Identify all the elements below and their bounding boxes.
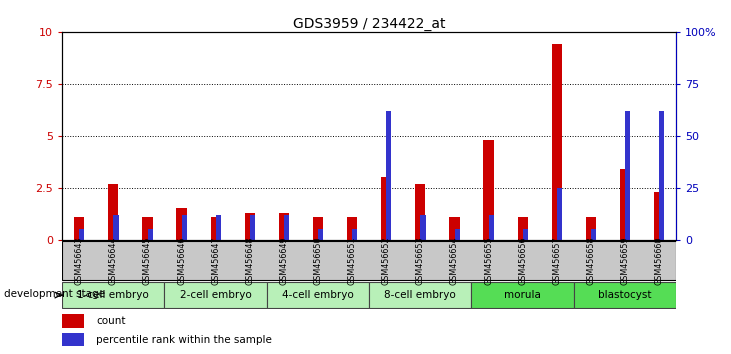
Text: GSM456649: GSM456649 xyxy=(279,236,288,285)
Bar xyxy=(318,229,323,240)
Bar xyxy=(176,209,186,240)
Bar xyxy=(62,314,83,327)
Bar xyxy=(182,215,187,240)
Bar xyxy=(415,183,425,240)
Bar xyxy=(654,192,664,240)
Bar xyxy=(267,282,369,308)
Bar xyxy=(113,215,118,240)
Bar xyxy=(62,333,83,346)
Bar xyxy=(347,217,357,240)
Bar xyxy=(216,215,221,240)
Bar xyxy=(313,217,323,240)
Bar xyxy=(387,111,392,240)
Bar xyxy=(420,215,425,240)
Bar xyxy=(518,217,528,240)
Bar xyxy=(552,44,562,240)
Bar xyxy=(211,217,221,240)
Bar xyxy=(523,229,528,240)
Text: GSM456658: GSM456658 xyxy=(586,236,595,285)
Text: percentile rank within the sample: percentile rank within the sample xyxy=(96,335,272,345)
Bar xyxy=(245,213,255,240)
Bar xyxy=(284,215,289,240)
Bar xyxy=(659,111,664,240)
Text: GSM456657: GSM456657 xyxy=(553,236,561,285)
Bar xyxy=(62,241,676,280)
Bar xyxy=(74,217,84,240)
Title: GDS3959 / 234422_at: GDS3959 / 234422_at xyxy=(293,17,445,31)
Text: 8-cell embryo: 8-cell embryo xyxy=(385,290,456,300)
Bar xyxy=(143,217,153,240)
Text: GSM456651: GSM456651 xyxy=(348,236,357,285)
Text: GSM456648: GSM456648 xyxy=(246,236,254,285)
Bar xyxy=(625,111,630,240)
Text: GSM456652: GSM456652 xyxy=(382,236,390,285)
Text: GSM456645: GSM456645 xyxy=(143,236,152,285)
Text: development stage: development stage xyxy=(4,289,105,299)
Bar xyxy=(80,229,85,240)
Bar xyxy=(489,215,494,240)
Text: morula: morula xyxy=(504,290,541,300)
Text: GSM456660: GSM456660 xyxy=(655,236,664,285)
Text: 2-cell embryo: 2-cell embryo xyxy=(180,290,251,300)
Bar xyxy=(108,183,118,240)
Text: GSM456655: GSM456655 xyxy=(484,236,493,285)
Text: GSM456647: GSM456647 xyxy=(211,236,220,285)
Bar xyxy=(62,282,164,308)
Bar xyxy=(455,229,460,240)
Bar xyxy=(250,215,255,240)
Bar xyxy=(591,229,596,240)
Text: GSM456646: GSM456646 xyxy=(177,236,186,285)
Text: GSM456659: GSM456659 xyxy=(621,236,629,285)
Text: blastocyst: blastocyst xyxy=(598,290,652,300)
Text: count: count xyxy=(96,316,126,326)
Bar xyxy=(557,188,562,240)
Bar xyxy=(279,213,289,240)
Bar xyxy=(381,177,391,240)
Bar xyxy=(352,229,357,240)
Bar xyxy=(148,229,153,240)
Bar xyxy=(164,282,267,308)
Text: GSM456643: GSM456643 xyxy=(75,236,83,285)
Bar xyxy=(483,140,493,240)
Bar xyxy=(369,282,471,308)
Bar xyxy=(574,282,676,308)
Text: GSM456644: GSM456644 xyxy=(109,236,118,285)
Text: GSM456650: GSM456650 xyxy=(314,236,322,285)
Text: GSM456654: GSM456654 xyxy=(450,236,459,285)
Bar xyxy=(586,217,596,240)
Bar xyxy=(450,217,460,240)
Bar xyxy=(620,169,630,240)
Text: 1-cell embryo: 1-cell embryo xyxy=(77,290,149,300)
Text: 4-cell embryo: 4-cell embryo xyxy=(282,290,354,300)
Text: GSM456653: GSM456653 xyxy=(416,236,425,285)
Bar xyxy=(471,282,574,308)
Text: GSM456656: GSM456656 xyxy=(518,236,527,285)
